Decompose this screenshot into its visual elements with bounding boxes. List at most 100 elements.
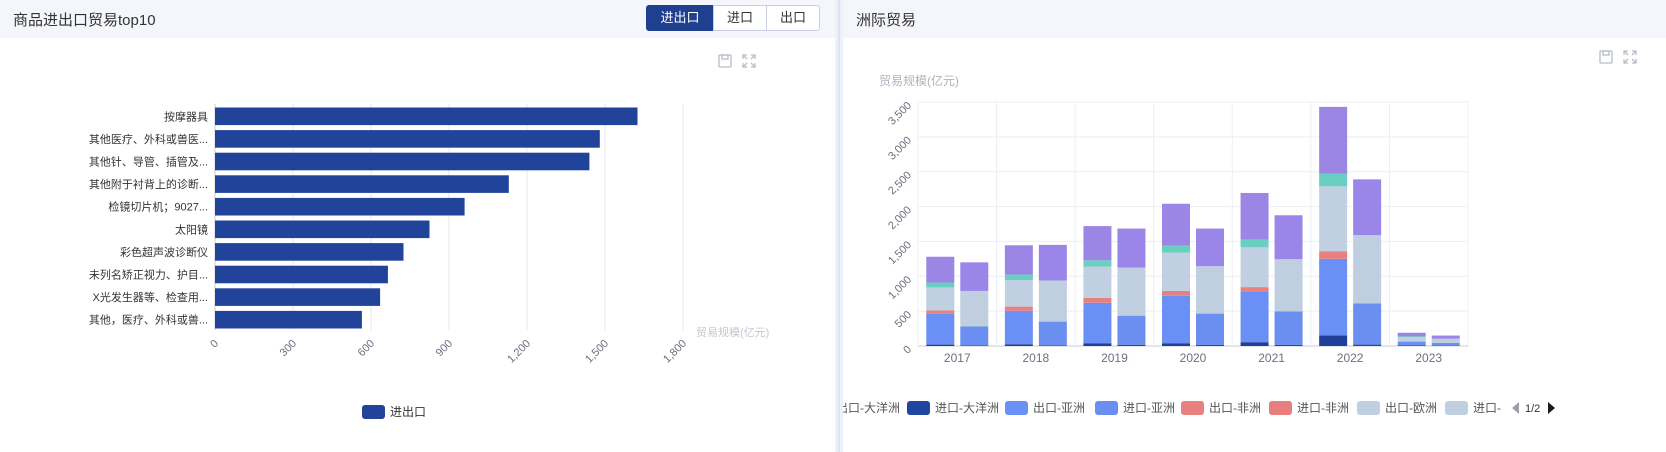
- bar-segment: [1162, 290, 1190, 296]
- legend-label: 进口-: [1473, 401, 1501, 415]
- panel-divider: [835, 0, 843, 452]
- legend-prev-arrow-icon[interactable]: [1512, 402, 1519, 414]
- bar-segment: [1004, 280, 1033, 307]
- bar-segment: [1162, 252, 1190, 291]
- y-tick-label: 500: [893, 309, 914, 330]
- bar-segment: [1274, 344, 1303, 346]
- bar: [215, 130, 600, 148]
- bar-segment: [1353, 235, 1382, 304]
- bar-segment: [1240, 342, 1269, 346]
- bar-segment: [1083, 297, 1112, 303]
- bar-segment: [960, 326, 989, 346]
- tab-import-export[interactable]: 进出口: [646, 5, 714, 31]
- legend-label: 出口-欧洲: [1385, 401, 1437, 415]
- bar-segment: [1196, 344, 1224, 346]
- legend-swatch: [1095, 401, 1118, 415]
- fullscreen-icon[interactable]: [1622, 49, 1638, 65]
- y-tick-label: 2,000: [886, 204, 914, 232]
- legend-next-arrow-icon[interactable]: [1548, 402, 1555, 414]
- tab-import[interactable]: 进口: [713, 5, 767, 31]
- bar-segment: [1196, 266, 1224, 314]
- legend-label: 进口-亚洲: [1123, 401, 1175, 415]
- panel-header: 商品进出口贸易top10 进出口 进口 出口: [0, 0, 835, 38]
- x-tick-label: 2020: [1180, 351, 1207, 365]
- bar-segment: [1004, 274, 1033, 281]
- x-tick-label: 600: [356, 338, 377, 359]
- y-tick-label: 2,500: [886, 169, 914, 197]
- bar-segment: [1038, 280, 1067, 322]
- y-tick-label: 0: [901, 344, 914, 357]
- legend-swatch: [1357, 401, 1380, 415]
- legend-swatch: [907, 401, 930, 415]
- bar-segment: [1353, 179, 1382, 236]
- y-tick-label: 3,000: [886, 134, 914, 162]
- stacked-bar-chart: 0 500 1,000 1,500 2,000 2,500 3,000 3,500 贸易规模(亿…: [843, 73, 1555, 415]
- bar-segment: [926, 256, 955, 283]
- bar-segment: [1240, 291, 1269, 343]
- bar-segment: [1397, 341, 1426, 342]
- bar-segment: [1431, 338, 1460, 343]
- bar-segment: [1319, 335, 1348, 346]
- bar-segment: [926, 287, 955, 311]
- bar-segment: [1117, 315, 1146, 345]
- bar-segment: [1117, 228, 1146, 268]
- legend-swatch: [1181, 401, 1204, 415]
- bar-segment: [1397, 337, 1426, 342]
- y-tick-label: 其他针、导管、插管及...: [89, 155, 208, 169]
- y-tick-label: 检镜切片机；9027...: [108, 200, 208, 214]
- y-tick-label: 其他附于衬背上的诊断...: [89, 177, 208, 191]
- legend-swatch: [362, 405, 385, 419]
- x-tick-label: 2021: [1258, 351, 1285, 365]
- legend-label: 出口-亚洲: [1033, 401, 1085, 415]
- bar-segment: [1004, 306, 1033, 311]
- bar-segment: [1083, 343, 1112, 346]
- bar-segment: [1038, 321, 1067, 346]
- x-tick-label: 2017: [944, 351, 971, 365]
- save-icon[interactable]: [1598, 49, 1614, 65]
- bar-segment: [1274, 215, 1303, 260]
- fullscreen-icon[interactable]: [741, 53, 757, 69]
- bar: [215, 243, 404, 261]
- save-icon[interactable]: [717, 53, 733, 69]
- bar-segment: [1038, 244, 1067, 281]
- bar-segment: [1162, 295, 1190, 344]
- x-tick-label: 2019: [1101, 351, 1128, 365]
- bar: [215, 175, 509, 193]
- tab-export[interactable]: 出口: [766, 5, 820, 31]
- bar-segment: [1397, 341, 1426, 346]
- bar-segment: [1083, 260, 1112, 267]
- bar-segment: [1004, 310, 1033, 345]
- bar-segment: [960, 290, 989, 327]
- bar-segment: [1117, 344, 1146, 346]
- bar-segment: [1162, 203, 1190, 246]
- bar-segment: [960, 345, 989, 346]
- bar-segment: [1319, 186, 1348, 252]
- legend-swatch: [1269, 401, 1292, 415]
- bar-segment: [1004, 344, 1033, 346]
- y-tick-label: 1,000: [886, 274, 914, 302]
- bar-segment: [1162, 245, 1190, 253]
- legend-label: 出口-非洲: [1209, 401, 1261, 415]
- y-tick-label: 彩色超声波诊断仪: [120, 245, 208, 259]
- bar-segment: [926, 310, 955, 314]
- x-axis-label: 贸易规模(亿元): [696, 325, 769, 339]
- x-tick-label: 1,500: [583, 338, 611, 366]
- bar: [215, 310, 362, 329]
- bar-segment: [1274, 311, 1303, 345]
- bar-segment: [1353, 303, 1382, 345]
- bar-segment: [926, 344, 955, 346]
- bar-segment: [1083, 226, 1112, 261]
- legend-swatch: [1445, 401, 1468, 415]
- bar-segment: [1196, 228, 1224, 267]
- bar: [215, 107, 638, 126]
- trade-type-tabs: 进出口 进口 出口: [646, 5, 820, 31]
- y-tick-label: 1,500: [886, 239, 914, 267]
- legend-label: 进口-大洋洲: [935, 400, 999, 415]
- bar-segment: [1319, 251, 1348, 259]
- bar-segment: [1117, 267, 1146, 316]
- bar-segment: [1196, 313, 1224, 345]
- bar-segment: [1319, 106, 1348, 174]
- bar-segment: [1240, 287, 1269, 292]
- bar: [215, 265, 388, 284]
- bar-segment: [1162, 343, 1190, 346]
